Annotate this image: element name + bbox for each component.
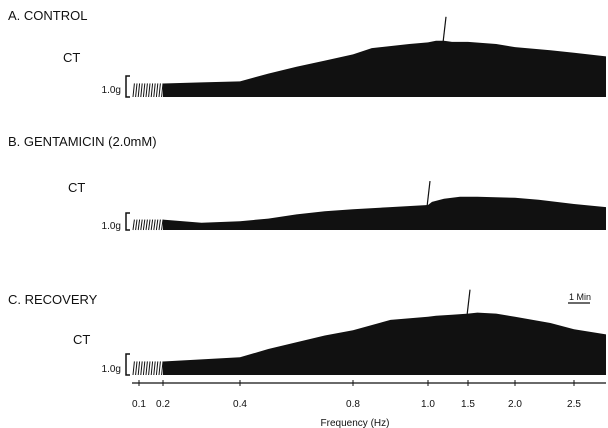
twitch-stroke-control <box>140 83 143 98</box>
twitch-stroke-recovery <box>142 361 146 376</box>
twitch-stroke-recovery <box>137 361 141 376</box>
trace-label-control: CT <box>63 50 80 65</box>
twitch-stroke-recovery <box>158 361 161 376</box>
twitch-stroke-recovery <box>161 361 164 376</box>
twitch-stroke-recovery <box>132 361 135 376</box>
panel-title-control: A. CONTROL <box>8 8 87 23</box>
twitch-stroke-control <box>158 83 161 98</box>
panel-title-gentamicin: B. GENTAMICIN (2.0mM) <box>8 134 157 149</box>
twitch-stroke-control <box>153 83 156 98</box>
panel-recovery: C. RECOVERY CT 1.0g 1 Min <box>8 289 606 376</box>
twitch-stroke-recovery <box>145 361 148 376</box>
twitch-stroke-gentamicin <box>150 219 154 231</box>
twitch-stroke-recovery <box>155 361 159 376</box>
twitch-stroke-gentamicin <box>137 219 141 231</box>
twitch-stroke-control <box>161 83 164 98</box>
trace-label-recovery: CT <box>73 332 90 347</box>
twitch-stroke-gentamicin <box>153 219 156 231</box>
x-tick-label: 0.8 <box>346 399 360 410</box>
twitch-stroke-control <box>142 83 146 98</box>
twitch-stroke-recovery <box>153 361 156 376</box>
twitch-stroke-gentamicin <box>158 219 161 231</box>
tension-area-control <box>163 40 606 97</box>
twitch-stroke-recovery <box>135 361 138 376</box>
peak-spike-recovery <box>466 289 471 316</box>
twitch-stroke-gentamicin <box>142 219 146 231</box>
twitch-stroke-gentamicin <box>148 219 151 231</box>
twitch-stroke-recovery <box>140 361 143 376</box>
twitch-stroke-gentamicin <box>161 219 164 231</box>
scale-label-gentamicin: 1.0g <box>102 221 121 232</box>
tension-area-gentamicin <box>163 196 606 230</box>
x-tick-label: 2.5 <box>567 399 581 410</box>
twitch-stroke-control <box>145 83 148 98</box>
twitch-stroke-control <box>132 83 135 98</box>
x-tick-label: 0.1 <box>132 399 146 410</box>
twitch-stroke-gentamicin <box>135 219 138 231</box>
tension-area-recovery <box>163 312 606 375</box>
twitch-stroke-control <box>137 83 141 98</box>
peak-spike-gentamicin <box>426 180 431 208</box>
x-tick-label: 2.0 <box>508 399 522 410</box>
panel-gentamicin: B. GENTAMICIN (2.0mM) CT 1.0g <box>8 134 606 232</box>
twitch-stroke-control <box>155 83 159 98</box>
x-tick-label: 0.2 <box>156 399 170 410</box>
twitch-stroke-recovery <box>150 361 154 376</box>
scale-label-control: 1.0g <box>102 85 121 96</box>
twitch-stroke-gentamicin <box>155 219 159 231</box>
trace-label-gentamicin: CT <box>68 180 85 195</box>
peak-spike-control <box>442 16 447 43</box>
x-tick-label: 0.4 <box>233 399 247 410</box>
twitch-stroke-control <box>135 83 138 98</box>
twitch-stroke-control <box>148 83 151 98</box>
scale-label-recovery: 1.0g <box>102 364 121 375</box>
time-scale-label: 1 Min <box>569 292 591 302</box>
twitch-stroke-gentamicin <box>132 219 135 231</box>
panel-title-recovery: C. RECOVERY <box>8 292 98 307</box>
twitch-stroke-control <box>150 83 154 98</box>
scale-bracket-control <box>125 75 130 98</box>
x-axis-title: Frequency (Hz) <box>321 418 390 428</box>
scale-bracket-gentamicin <box>125 212 130 231</box>
x-tick-label: 1.0 <box>421 399 435 410</box>
x-tick-label: 1.5 <box>461 399 475 410</box>
scale-bracket-recovery <box>125 353 130 376</box>
twitch-stroke-recovery <box>148 361 151 376</box>
panel-control: A. CONTROL CT 1.0g <box>8 8 606 98</box>
twitch-stroke-gentamicin <box>140 219 143 231</box>
twitch-stroke-gentamicin <box>145 219 148 231</box>
